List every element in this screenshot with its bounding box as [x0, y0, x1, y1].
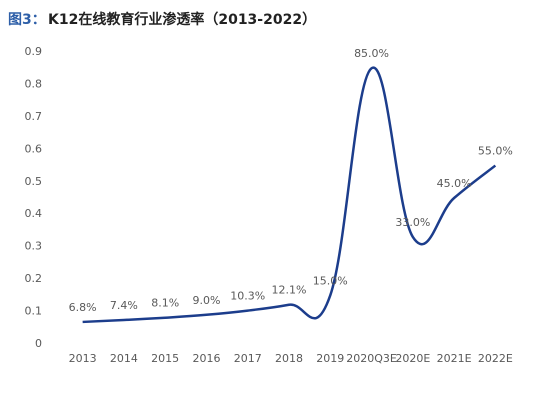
x-tick-label: 2017: [234, 352, 262, 365]
y-tick-label: 0.4: [25, 207, 43, 220]
y-tick-label: 0.2: [25, 272, 43, 285]
data-label: 10.3%: [230, 290, 265, 303]
y-tick-label: 0: [35, 337, 42, 350]
data-label: 8.1%: [151, 297, 179, 310]
line: [82, 66, 497, 324]
x-tick-label: 2022E: [478, 352, 513, 365]
x-tick-label: 2015: [151, 352, 179, 365]
data-label: 9.0%: [192, 294, 220, 307]
y-tick-label: 0.3: [25, 240, 43, 253]
y-tick-label: 0.8: [25, 77, 43, 90]
x-tick-label: 2016: [192, 352, 220, 365]
y-tick-label: 0.9: [25, 45, 43, 58]
y-tick-label: 0.7: [25, 110, 43, 123]
data-label: 12.1%: [272, 284, 307, 297]
x-tick-label: 2021E: [437, 352, 472, 365]
x-tick-label: 2020Q3E: [346, 352, 397, 365]
x-tick-label: 2020E: [395, 352, 430, 365]
x-tick-label: 2014: [110, 352, 138, 365]
chart-title: K12在线教育行业渗透率（2013-2022）: [48, 11, 316, 28]
data-label: 6.8%: [69, 301, 97, 314]
data-label: 15.0%: [313, 274, 348, 287]
data-label: 7.4%: [110, 299, 138, 312]
y-tick-label: 0.5: [25, 175, 43, 188]
x-tick-label: 2019: [316, 352, 344, 365]
x-tick-label: 2018: [275, 352, 303, 365]
figure-label: 图3：: [8, 12, 46, 28]
y-tick-label: 0.6: [25, 142, 43, 155]
y-tick-label: 0.1: [25, 305, 43, 318]
data-label: 55.0%: [478, 145, 513, 158]
data-label: 45.0%: [437, 177, 472, 190]
data-label: 33.0%: [395, 216, 430, 229]
x-tick-label: 2013: [69, 352, 97, 365]
data-label: 85.0%: [354, 47, 389, 60]
